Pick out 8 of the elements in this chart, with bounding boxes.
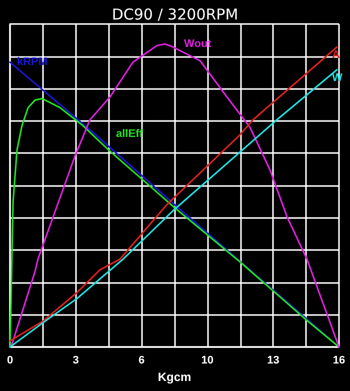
x-axis-title: Kgcm <box>158 370 192 384</box>
x-tick-label: 16 <box>332 354 346 366</box>
x-tick-label: 3 <box>72 354 79 366</box>
x-tick-label: 13 <box>267 354 280 366</box>
x-tick-label: 10 <box>201 354 214 366</box>
chart-title: DC90 / 3200RPM <box>112 6 238 24</box>
x-tick-label: 6 <box>138 354 145 366</box>
x-tick-label: 0 <box>6 354 14 366</box>
